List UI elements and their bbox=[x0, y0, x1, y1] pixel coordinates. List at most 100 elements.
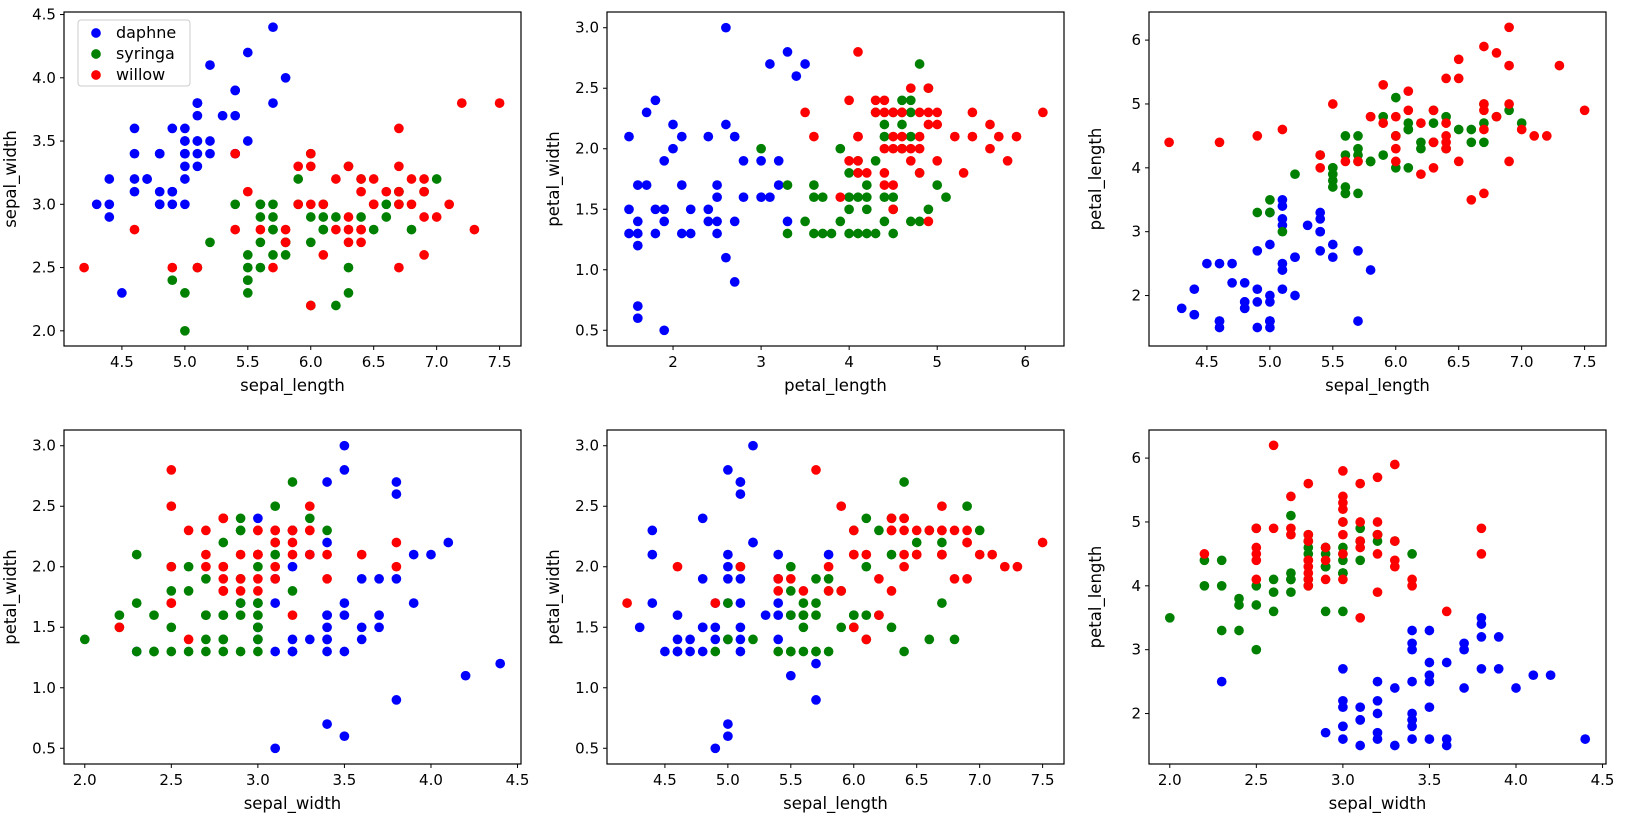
data-point-willow bbox=[873, 573, 884, 584]
subplot-canvas: 2 3 4 5 6 0.5 1.0 1.5 2.0 2.5 3.0 petal_length petal… bbox=[544, 11, 1065, 396]
data-point-willow bbox=[406, 174, 417, 184]
data-point-willow bbox=[1303, 478, 1314, 489]
data-point-syringa bbox=[785, 586, 796, 596]
x-tick-label: 7.5 bbox=[488, 353, 512, 371]
data-point-syringa bbox=[773, 646, 783, 657]
data-point-daphne bbox=[1321, 727, 1331, 738]
data-point-willow bbox=[836, 501, 846, 512]
data-point-daphne bbox=[268, 98, 278, 108]
y-tick-label: 3.0 bbox=[32, 195, 56, 213]
data-point-daphne bbox=[1189, 309, 1200, 320]
data-point-daphne bbox=[1177, 303, 1187, 314]
data-point-willow bbox=[456, 98, 467, 108]
data-point-syringa bbox=[149, 610, 159, 621]
data-point-daphne bbox=[167, 199, 178, 210]
data-point-syringa bbox=[131, 598, 142, 608]
data-point-syringa bbox=[166, 646, 177, 657]
data-point-syringa bbox=[268, 212, 278, 222]
data-point-syringa bbox=[218, 610, 229, 621]
data-point-syringa bbox=[843, 192, 854, 203]
data-point-syringa bbox=[911, 537, 922, 548]
data-point-willow bbox=[879, 168, 889, 178]
data-point-daphne bbox=[641, 180, 652, 190]
data-point-syringa bbox=[785, 646, 796, 657]
data-point-syringa bbox=[961, 501, 972, 512]
data-point-willow bbox=[879, 180, 889, 190]
data-point-willow bbox=[322, 549, 332, 560]
data-point-syringa bbox=[879, 119, 889, 130]
data-point-willow bbox=[848, 549, 859, 560]
data-point-willow bbox=[861, 549, 871, 560]
data-point-syringa bbox=[255, 237, 266, 248]
x-tick-label: 6.0 bbox=[299, 353, 323, 371]
data-point-daphne bbox=[287, 634, 298, 645]
data-point-daphne bbox=[1240, 303, 1250, 314]
data-point-daphne bbox=[1290, 290, 1301, 301]
data-point-syringa bbox=[808, 180, 819, 190]
data-point-willow bbox=[1390, 561, 1400, 572]
data-point-daphne bbox=[1353, 316, 1364, 326]
data-point-willow bbox=[304, 525, 315, 536]
data-point-syringa bbox=[1391, 92, 1401, 103]
data-point-syringa bbox=[201, 573, 211, 584]
data-point-willow bbox=[1355, 478, 1366, 489]
data-point-daphne bbox=[1407, 676, 1418, 687]
data-point-willow bbox=[1378, 118, 1389, 128]
data-point-willow bbox=[879, 107, 889, 118]
data-point-willow bbox=[1355, 612, 1366, 623]
data-point-willow bbox=[852, 47, 863, 57]
data-point-willow bbox=[888, 131, 898, 142]
data-point-daphne bbox=[773, 634, 783, 645]
data-point-syringa bbox=[242, 262, 253, 273]
data-point-daphne bbox=[1217, 676, 1227, 687]
data-point-daphne bbox=[1338, 734, 1349, 744]
data-point-syringa bbox=[914, 59, 925, 69]
data-point-daphne bbox=[1372, 676, 1383, 687]
data-point-syringa bbox=[343, 288, 354, 298]
data-point-willow bbox=[1378, 79, 1389, 90]
data-point-daphne bbox=[632, 216, 643, 227]
data-point-daphne bbox=[722, 719, 733, 729]
data-point-syringa bbox=[823, 573, 834, 584]
data-point-daphne bbox=[1315, 226, 1326, 237]
data-point-willow bbox=[343, 224, 354, 235]
data-point-willow bbox=[898, 513, 909, 524]
data-point-syringa bbox=[331, 212, 341, 222]
data-point-willow bbox=[888, 143, 898, 154]
data-point-daphne bbox=[672, 610, 683, 621]
data-point-daphne bbox=[192, 136, 203, 146]
data-point-daphne bbox=[322, 537, 332, 548]
data-point-syringa bbox=[924, 634, 934, 645]
data-point-syringa bbox=[879, 216, 889, 227]
data-point-syringa bbox=[253, 610, 263, 621]
data-point-syringa bbox=[861, 513, 871, 524]
data-point-willow bbox=[1251, 555, 1262, 566]
x-tick-label: 4.0 bbox=[419, 771, 443, 789]
data-point-daphne bbox=[1265, 290, 1276, 301]
data-point-willow bbox=[1303, 536, 1314, 546]
data-point-syringa bbox=[268, 199, 278, 210]
data-point-willow bbox=[1328, 99, 1338, 109]
x-tick-label: 3.5 bbox=[1418, 771, 1442, 789]
data-point-syringa bbox=[183, 561, 194, 572]
data-point-daphne bbox=[129, 186, 140, 197]
x-tick-label: 6.0 bbox=[841, 771, 865, 789]
data-point-daphne bbox=[632, 180, 643, 190]
data-point-willow bbox=[1517, 124, 1527, 135]
y-tick-label: 2.0 bbox=[32, 558, 56, 576]
data-point-willow bbox=[343, 237, 354, 248]
data-point-daphne bbox=[192, 148, 203, 159]
data-point-willow bbox=[394, 123, 404, 134]
data-point-daphne bbox=[1277, 284, 1288, 295]
data-point-willow bbox=[852, 155, 863, 166]
y-tick-label: 1.0 bbox=[575, 261, 599, 279]
data-point-daphne bbox=[167, 186, 178, 197]
data-point-syringa bbox=[949, 634, 960, 645]
data-point-willow bbox=[1372, 549, 1383, 559]
data-point-willow bbox=[911, 525, 922, 536]
data-point-daphne bbox=[242, 47, 253, 58]
data-point-daphne bbox=[391, 695, 402, 705]
data-point-daphne bbox=[322, 622, 332, 633]
data-point-willow bbox=[331, 224, 341, 235]
subplot-6-petal_length-vs-sepal_width: 2.0 2.5 3.0 3.5 4.0 4.5 2 3 4 5 6 sepal_width petal_… bbox=[1085, 418, 1628, 836]
